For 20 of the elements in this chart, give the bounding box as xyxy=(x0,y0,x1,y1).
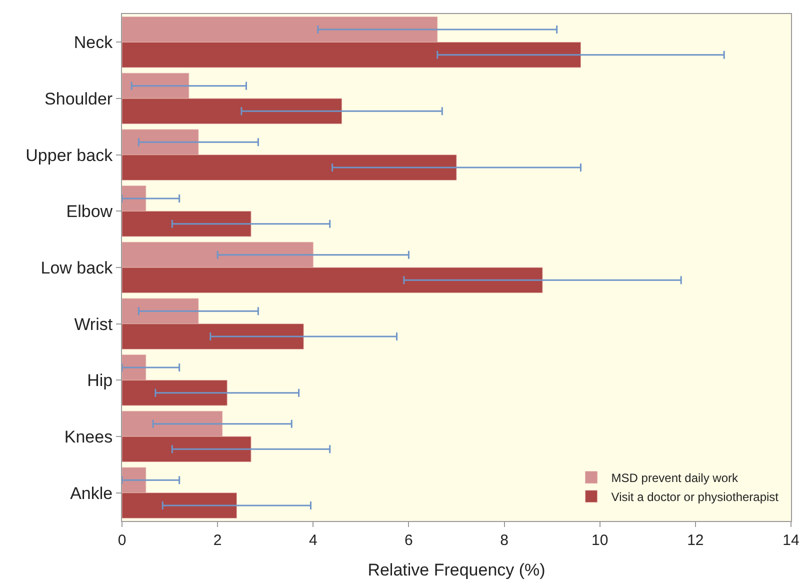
y-tick-label: Ankle xyxy=(70,484,113,503)
x-tick-label: 14 xyxy=(782,532,800,549)
y-tick-label: Knees xyxy=(64,427,113,446)
x-tick-label: 0 xyxy=(118,532,126,549)
y-tick-label: Shoulder xyxy=(44,89,113,108)
x-axis-title: Relative Frequency (%) xyxy=(368,560,546,580)
x-tick-label: 8 xyxy=(500,532,508,549)
y-tick-label: Low back xyxy=(40,258,114,278)
x-tick-label: 2 xyxy=(213,532,222,549)
y-tick-label: Upper back xyxy=(26,146,114,165)
y-tick-label: Elbow xyxy=(66,202,114,222)
x-tick-label: 12 xyxy=(687,532,704,549)
x-tick-label: 6 xyxy=(404,532,413,549)
x-tick-label: 10 xyxy=(592,532,608,549)
legend-label: MSD prevent daily work xyxy=(611,471,740,486)
y-tick-label: Wrist xyxy=(74,314,113,334)
x-tick-label: 4 xyxy=(308,532,318,549)
y-tick-label: Hip xyxy=(87,371,113,390)
y-tick-label: Neck xyxy=(74,33,114,52)
legend-label: Visit a doctor or physiotherapist xyxy=(611,490,780,504)
